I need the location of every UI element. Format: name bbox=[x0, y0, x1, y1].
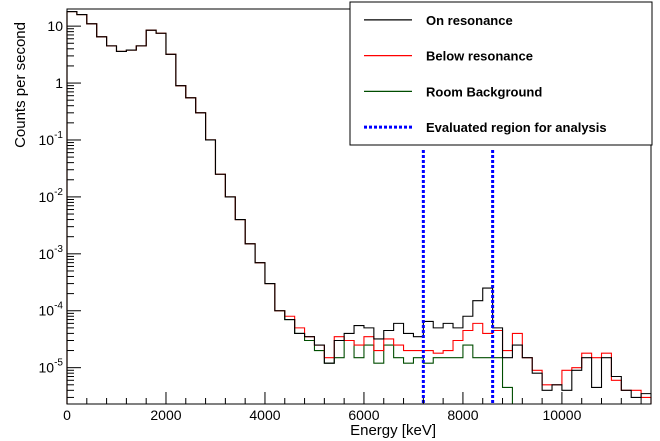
series-on-resonance bbox=[66, 11, 652, 404]
legend-label-below-resonance: Below resonance bbox=[426, 49, 533, 64]
legend-box bbox=[349, 1, 653, 146]
y-tick-label: 10-5 bbox=[39, 358, 64, 376]
axes: 0 2000 4000 6000 8000 10000 10-5 10-4 10-3 10-2 10… bbox=[39, 8, 652, 423]
x-tick-label: 4000 bbox=[249, 407, 280, 423]
y-tick-label: 10-1 bbox=[39, 130, 64, 148]
y-tick-label: 10-2 bbox=[39, 187, 64, 205]
x-tick-label: 6000 bbox=[348, 407, 379, 423]
y-tick-label: 1 bbox=[55, 75, 63, 91]
legend-label-room-background: Room Background bbox=[426, 84, 542, 99]
x-tick-label: 10000 bbox=[542, 407, 581, 423]
x-tick-label: 8000 bbox=[447, 407, 478, 423]
legend-label-evaluated-region-for-analysis: Evaluated region for analysis bbox=[426, 120, 607, 135]
legend: On resonance Below resonance Room Backgrou… bbox=[349, 1, 653, 146]
x-axis-title: Energy [keV] bbox=[350, 422, 436, 439]
y-axis-title: Counts per second bbox=[12, 22, 29, 148]
y-tick-label: 10-4 bbox=[39, 301, 64, 319]
y-tick-label: 10-3 bbox=[39, 244, 64, 262]
x-tick-label: 0 bbox=[63, 407, 71, 423]
y-tick-label: 10 bbox=[47, 18, 63, 34]
legend-label-on-resonance: On resonance bbox=[426, 13, 513, 28]
x-tick-label: 2000 bbox=[150, 407, 181, 423]
analysis-region bbox=[421, 150, 495, 404]
